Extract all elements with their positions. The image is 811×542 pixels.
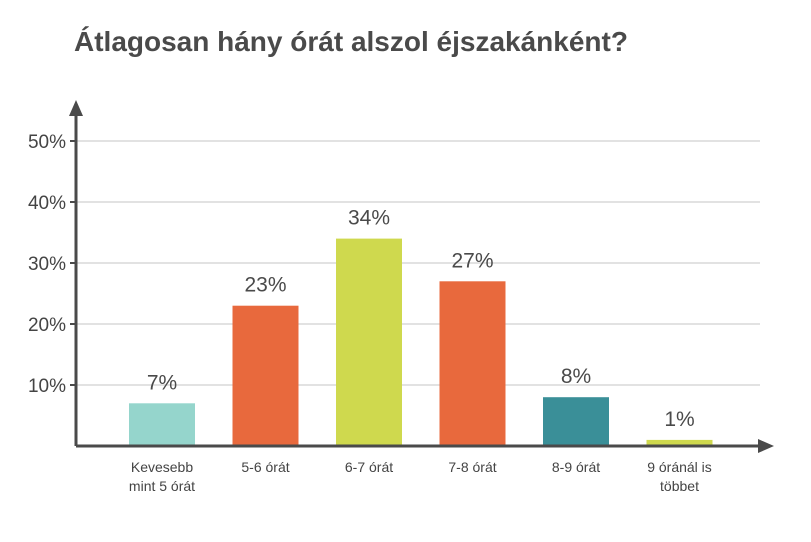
chart-title: Átlagosan hány órát alszol éjszakánként? [74,26,628,57]
data-label: 34% [348,207,390,230]
bar [439,281,506,446]
x-tick-label: 5-6 órát [241,459,289,475]
axes [69,100,774,453]
bar [543,397,609,446]
data-label: 7% [147,371,177,394]
y-axis-arrowhead [69,100,83,116]
y-tick-label: 10% [28,376,66,397]
y-tick-label: 50% [28,132,66,153]
data-label: 8% [561,365,591,388]
y-tick-label: 20% [28,315,66,336]
grid-lines [76,140,760,386]
labels: 10% 20% 30% 40% 50% 7% Kevesebb mint 5 órát 23% 5… [28,132,712,494]
x-tick-label: 6-7 órát [345,459,393,475]
x-tick-label: 9 óránál is [647,459,712,475]
bar [646,439,713,446]
y-tick-label: 40% [28,193,66,214]
bar [232,305,299,446]
x-tick-label: 7-8 órát [448,459,496,475]
data-label: 1% [664,408,694,431]
bars [129,238,713,446]
x-axis-arrowhead [758,439,774,453]
data-label: 27% [451,249,493,272]
bar [336,238,402,446]
bar [129,403,195,446]
x-tick-label: mint 5 órát [129,478,195,494]
y-tick-label: 30% [28,254,66,275]
data-label: 23% [244,274,286,297]
x-tick-label: többet [660,478,699,494]
x-tick-label: Kevesebb [131,459,193,475]
x-tick-label: 8-9 órát [552,459,600,475]
